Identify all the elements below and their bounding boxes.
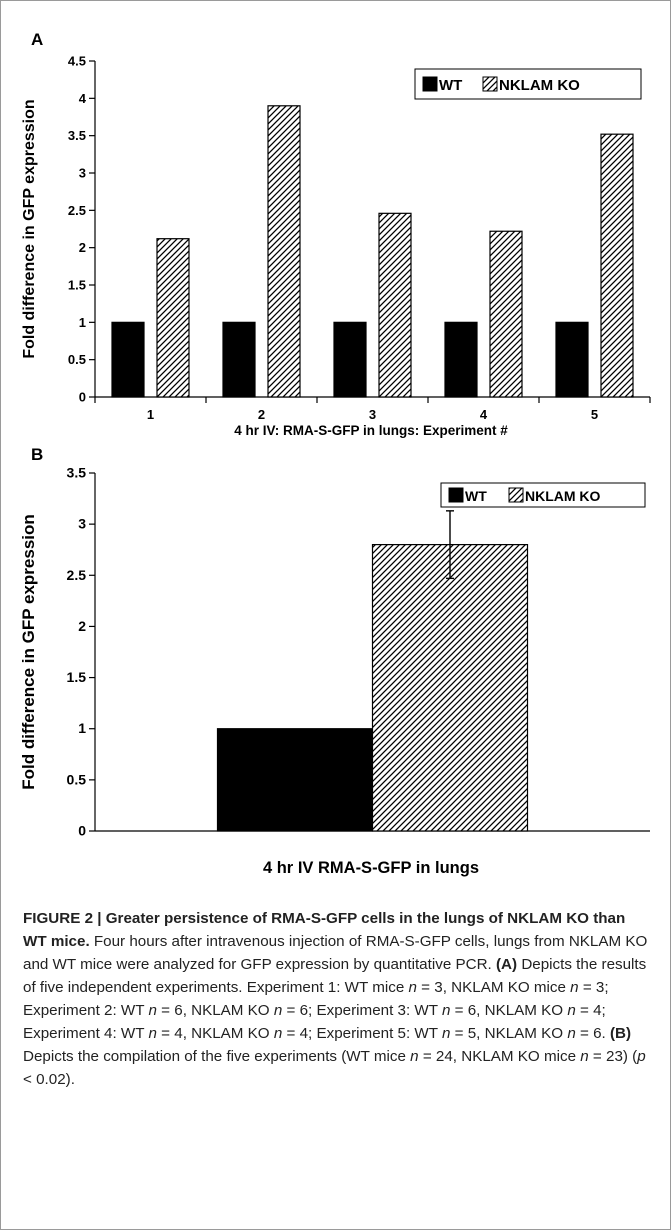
ko-bar <box>489 230 523 398</box>
caption-seg: = 3; Experiment 2: WT <box>23 979 609 1019</box>
x-tick-label: 2 <box>258 407 265 422</box>
wt-bar <box>216 728 374 832</box>
figure-chart-svg: A B 0 0.5 1 1.5 2 2.5 3 3.5 4 4.5 Fold difference … <box>19 30 651 877</box>
caption-n: n <box>408 979 417 996</box>
legend-label-wt: WT <box>439 77 462 94</box>
caption-n: n <box>273 1025 283 1042</box>
y-tick-label: 4 <box>79 91 87 106</box>
caption-text-1: Four hours after intravenous injection o… <box>23 933 648 973</box>
caption-seg: = 3, NKLAM KO mice <box>416 979 571 996</box>
y-tick-label: 1.5 <box>68 278 86 293</box>
legend-label-wt: WT <box>465 488 487 504</box>
y-tick-label: 1 <box>78 720 86 736</box>
wt-bar <box>333 321 367 398</box>
caption-seg: = 6. <box>575 1025 610 1042</box>
wt-bar <box>444 321 478 398</box>
legend-label-ko: NKLAM KO <box>525 488 601 504</box>
figure-caption: FIGURE 2 | Greater persistence of RMA-S-… <box>23 907 653 1091</box>
y-tick-label: 2 <box>79 240 86 255</box>
legend: WT NKLAM KO <box>440 482 646 508</box>
x-tick-label: 5 <box>591 407 598 422</box>
y-axis-label: Fold difference in GFP expression <box>21 99 38 358</box>
caption-seg: = 4; Experiment 4: WT <box>23 1002 606 1042</box>
y-tick-label: 0.5 <box>67 771 87 787</box>
caption-seg: = 4; Experiment 5: WT <box>282 1025 442 1042</box>
caption-n: n <box>567 1002 576 1019</box>
y-tick-label: 3 <box>78 516 86 532</box>
caption-n: n <box>580 1048 589 1065</box>
caption-label: FIGURE 2 | <box>23 910 106 927</box>
legend-swatch-wt <box>422 76 438 92</box>
legend-swatch-ko <box>508 487 524 503</box>
x-tick-label: 1 <box>147 407 154 422</box>
caption-ref-b: (B) <box>609 1025 632 1042</box>
y-tick-label: 0.5 <box>68 352 86 367</box>
wt-bar <box>111 321 145 398</box>
y-tick-label: 0 <box>78 823 86 839</box>
y-tick-label: 3.5 <box>68 128 86 143</box>
caption-seg: = 6, NKLAM KO <box>156 1002 274 1019</box>
x-tick-label: 4 <box>480 407 488 422</box>
caption-seg: = 23) ( <box>588 1048 638 1065</box>
caption-n: n <box>148 1025 157 1042</box>
x-tick-label: 3 <box>369 407 376 422</box>
chart-b: 0 0.5 1 1.5 2 2.5 3 3.5 Fold difference in GFP e… <box>19 465 650 877</box>
panel-a-letter: A <box>31 30 43 49</box>
caption-n: n <box>148 1002 157 1019</box>
ko-bar <box>378 212 412 398</box>
legend-label-ko: NKLAM KO <box>499 77 580 94</box>
caption-text-2: Depicts the results of five independent … <box>23 956 647 996</box>
ko-bar <box>156 238 190 398</box>
ko-bar <box>371 543 529 832</box>
legend-swatch-wt <box>448 487 464 503</box>
y-tick-label: 2.5 <box>68 203 86 218</box>
y-tick-label: 1 <box>79 315 86 330</box>
caption-seg: = 24, NKLAM KO mice <box>418 1048 581 1065</box>
caption-p: p <box>637 1048 646 1065</box>
caption-n: n <box>570 979 579 996</box>
y-tick-label: 4.5 <box>68 54 86 69</box>
ko-bar <box>267 105 301 398</box>
legend-swatch-ko <box>482 76 498 92</box>
caption-seg: = 6, NKLAM KO <box>450 1002 568 1019</box>
caption-seg: = 6; Experiment 3: WT <box>282 1002 442 1019</box>
y-tick-label: 2 <box>78 618 86 634</box>
caption-n: n <box>441 1025 451 1042</box>
x-axis-label: 4 hr IV RMA-S-GFP in lungs <box>263 859 479 877</box>
y-tick-label: 2.5 <box>67 567 87 583</box>
x-axis-label: 4 hr IV: RMA-S-GFP in lungs: Experiment … <box>234 423 508 438</box>
y-tick-label: 3 <box>79 166 86 181</box>
y-tick-label: 3.5 <box>67 465 87 481</box>
legend-box <box>414 68 642 100</box>
chart-a: 0 0.5 1 1.5 2 2.5 3 3.5 4 4.5 Fold difference in G… <box>21 54 651 438</box>
y-tick-label: 0 <box>79 390 86 405</box>
caption-n: n <box>273 1002 283 1019</box>
caption-n: n <box>410 1048 419 1065</box>
y-tick-label: 1.5 <box>67 669 87 685</box>
caption-n: n <box>567 1025 576 1042</box>
legend: WT NKLAM KO <box>414 68 642 100</box>
ko-bar <box>600 133 634 398</box>
wt-bar <box>555 321 589 398</box>
wt-bar <box>222 321 256 398</box>
caption-title: Greater persistence of RMA-S-GFP cells i… <box>23 910 626 950</box>
panel-b-letter: B <box>31 445 43 464</box>
caption-ref-a: (A) <box>496 956 518 973</box>
caption-seg: < 0.02). <box>23 1071 75 1088</box>
y-axis-label: Fold difference in GFP expression <box>19 514 38 790</box>
caption-seg: = 5, NKLAM KO <box>450 1025 568 1042</box>
legend-box <box>440 482 646 508</box>
caption-seg: = 4, NKLAM KO <box>156 1025 274 1042</box>
caption-text-3: Depicts the compilation of the five expe… <box>23 1048 411 1065</box>
caption-n: n <box>441 1002 451 1019</box>
